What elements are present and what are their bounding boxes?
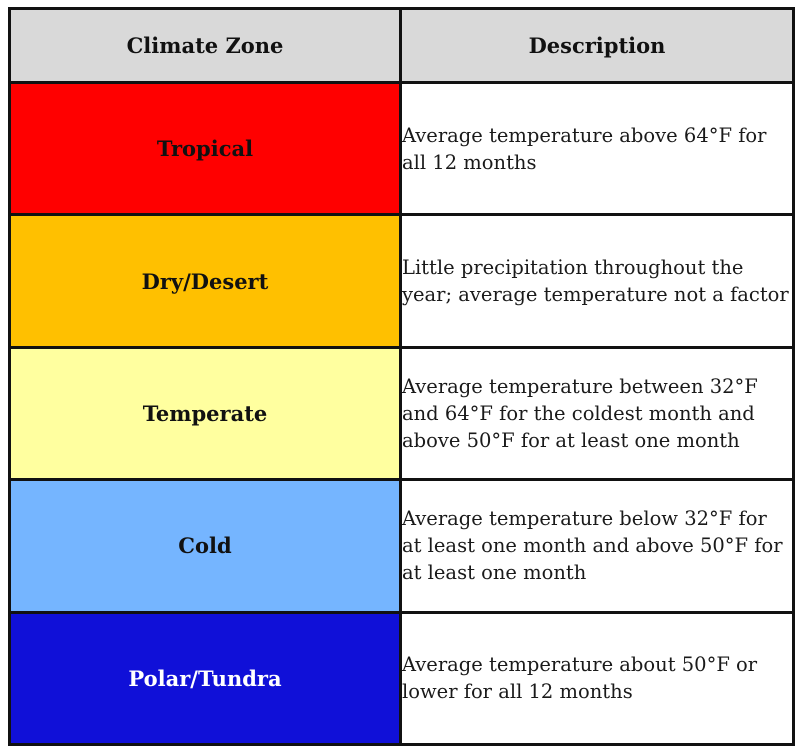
- description-cell-temperate: Average temperature between 32°F and 64°…: [399, 345, 795, 482]
- description-cell-polar-tundra: Average temperature about 50°F or lower …: [399, 610, 795, 747]
- table-row-temperate: Temperate Average temperature between 32…: [8, 345, 795, 482]
- zone-cell-dry-desert: Dry/Desert: [8, 213, 402, 349]
- table-row-polar-tundra: Polar/Tundra Average temperature about 5…: [8, 610, 795, 747]
- zone-cell-polar-tundra: Polar/Tundra: [8, 610, 402, 747]
- climate-zones-table: Climate Zone Description Tropical Averag…: [8, 7, 795, 747]
- description-cell-dry-desert: Little precipitation throughout the year…: [399, 213, 795, 349]
- description-header: Description: [399, 7, 795, 84]
- header-row: Climate Zone Description: [8, 7, 795, 84]
- table-row-tropical: Tropical Average temperature above 64°F …: [8, 80, 795, 217]
- zone-cell-temperate: Temperate: [8, 345, 402, 482]
- climate-zone-header: Climate Zone: [8, 7, 402, 84]
- zone-cell-tropical: Tropical: [8, 80, 402, 217]
- zone-cell-cold: Cold: [8, 478, 402, 614]
- description-cell-tropical: Average temperature above 64°F for all 1…: [399, 80, 795, 217]
- table-row-cold: Cold Average temperature below 32°F for …: [8, 478, 795, 614]
- table-row-dry-desert: Dry/Desert Little precipitation througho…: [8, 213, 795, 349]
- description-cell-cold: Average temperature below 32°F for at le…: [399, 478, 795, 614]
